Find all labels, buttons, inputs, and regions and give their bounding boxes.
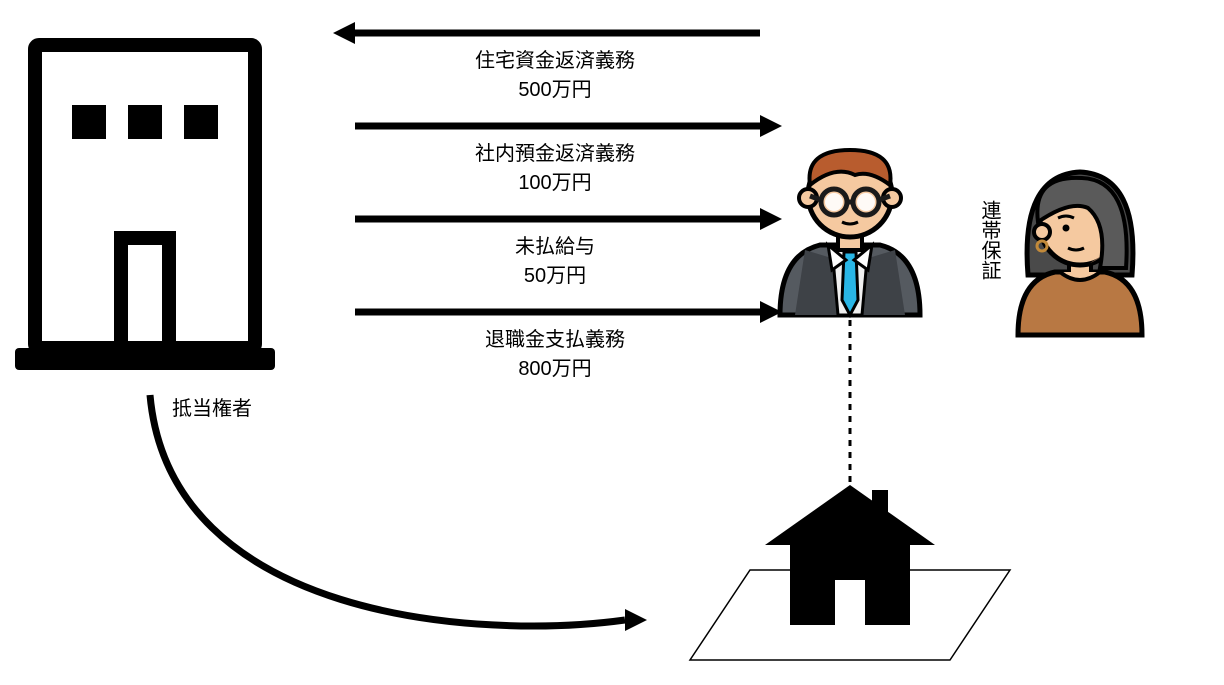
guarantor-label: 連帯保証 — [975, 200, 1004, 280]
arrow-label-1: 社内預金返済義務100万円 — [405, 137, 705, 195]
building-window — [128, 105, 162, 139]
arrow-label-3: 退職金支払義務800万円 — [405, 323, 705, 381]
house-door — [835, 580, 865, 625]
arrow-head — [333, 22, 355, 44]
building-window — [184, 105, 218, 139]
woman-icon — [1018, 172, 1142, 335]
curve-arrow-path — [150, 395, 625, 626]
arrow-head — [760, 208, 782, 230]
building-door — [121, 238, 169, 348]
house-chimney — [872, 490, 888, 525]
man-icon — [780, 150, 920, 315]
arrow-head — [760, 115, 782, 137]
curve-arrow-head — [625, 609, 647, 631]
arrow-label-0: 住宅資金返済義務500万円 — [405, 44, 705, 102]
building-window — [72, 105, 106, 139]
mortgagee-label: 抵当権者 — [152, 392, 272, 421]
arrow-label-2: 未払給与50万円 — [405, 230, 705, 288]
diagram-stage: 住宅資金返済義務500万円社内預金返済義務100万円未払給与50万円退職金支払義… — [0, 0, 1224, 680]
